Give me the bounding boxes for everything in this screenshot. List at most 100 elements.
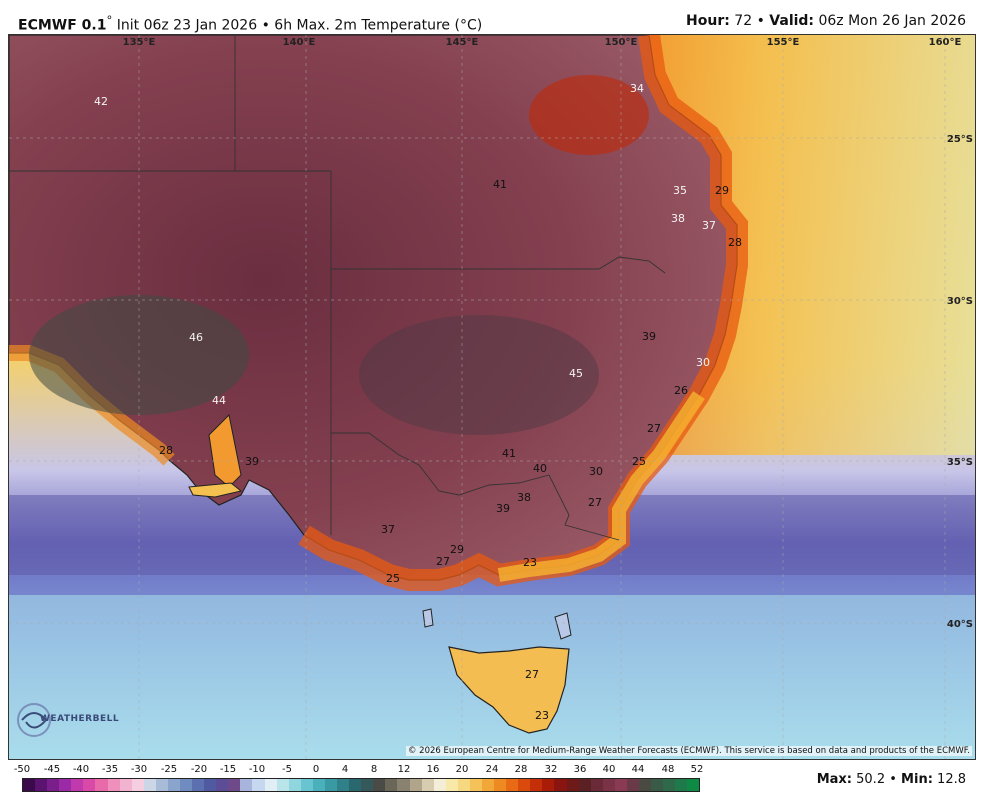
lat-label-35: 35°S — [947, 457, 973, 468]
hot-spot-qld — [529, 75, 649, 155]
temp-label: 35 — [673, 184, 687, 197]
state-borders — [9, 35, 666, 541]
colorbar-tick-label: -35 — [101, 764, 119, 775]
colorbar-tick-label: -45 — [43, 764, 61, 775]
colorbar-tick-label: 36 — [573, 764, 587, 775]
colorbar-tick-label: 12 — [397, 764, 411, 775]
temp-label: 29 — [715, 184, 729, 197]
colorbar-tick-label: 8 — [370, 764, 378, 775]
colorbar-tick-label: -50 — [13, 764, 31, 775]
temp-label: 45 — [569, 367, 583, 380]
temp-label: 38 — [517, 491, 531, 504]
lon-label-135: 135°E — [123, 37, 156, 48]
temp-label: 27 — [647, 422, 661, 435]
colorbar-tick-label: 16 — [426, 764, 440, 775]
colorbar-tick-label: 32 — [544, 764, 558, 775]
colorbar-tick-label: 48 — [661, 764, 675, 775]
colorbar-swatch — [83, 779, 96, 791]
colorbar-swatch — [240, 779, 253, 791]
hot-core-west — [29, 295, 249, 415]
colorbar-swatch — [626, 779, 639, 791]
colorbar-swatch — [119, 779, 132, 791]
colorbar-swatch — [663, 779, 676, 791]
colorbar-swatch — [312, 779, 325, 791]
temp-label: 39 — [245, 455, 259, 468]
temp-label: 38 — [671, 212, 685, 225]
colorbar-swatch — [638, 779, 652, 791]
graticule — [9, 35, 975, 759]
temp-label: 30 — [696, 356, 710, 369]
colorbar-swatch — [590, 779, 603, 791]
colorbar-swatch — [445, 779, 458, 791]
temp-label: 37 — [702, 219, 716, 232]
logo-text: WEATHERBELL — [40, 714, 120, 724]
colorbar-tick-label: 20 — [455, 764, 469, 775]
bullet-separator: • — [261, 17, 270, 34]
temp-label: 25 — [386, 572, 400, 585]
lon-label-150: 150°E — [605, 37, 638, 48]
colorbar-tick-label: 0 — [312, 764, 320, 775]
colorbar-swatch — [397, 779, 410, 791]
colorbar-swatch — [167, 779, 181, 791]
weatherbell-logo: WEATHERBELL — [14, 700, 119, 740]
temperature-map[interactable]: 135°E 140°E 145°E 150°E 155°E 160°E 25°S… — [8, 34, 976, 760]
temp-label: 40 — [533, 462, 547, 475]
valid-label: Valid: — [769, 13, 815, 29]
colorbar-swatch — [71, 779, 84, 791]
colorbar-swatch — [542, 779, 555, 791]
temp-label: 46 — [189, 331, 203, 344]
colorbar-swatch — [554, 779, 567, 791]
colorbar-swatch — [530, 779, 543, 791]
colorbar-swatch — [469, 779, 482, 791]
colorbar-swatch — [518, 779, 531, 791]
colorbar-swatch — [59, 779, 72, 791]
lat-label-25: 25°S — [947, 134, 973, 145]
hour-label: Hour: — [686, 13, 730, 29]
degree-mark: ° — [106, 13, 113, 27]
colorbar-swatch — [180, 779, 193, 791]
temp-label: 34 — [630, 82, 644, 95]
colorbar-swatch — [95, 779, 108, 791]
colorbar-swatch — [349, 779, 362, 791]
temp-label: 27 — [525, 668, 539, 681]
colorbar-swatch — [47, 779, 60, 791]
temp-label: 37 — [381, 523, 395, 536]
colorbar-swatch — [373, 779, 386, 791]
gulf-water — [208, 413, 242, 488]
lon-label-160: 160°E — [929, 37, 962, 48]
kangaroo-island — [188, 482, 243, 498]
temp-label: 42 — [94, 95, 108, 108]
colorbar-swatch — [675, 779, 688, 791]
colorbar-tick-label: -5 — [282, 764, 292, 775]
longitude-labels: 135°E 140°E 145°E 150°E 155°E 160°E — [123, 37, 962, 48]
border-qld-nsw — [331, 256, 666, 274]
temp-label: 41 — [502, 447, 516, 460]
colorbar-swatch — [276, 779, 289, 791]
colorbar-swatch — [421, 779, 434, 791]
colorbar-tick-label: -30 — [130, 764, 148, 775]
colorbar-swatch — [614, 779, 627, 791]
colorbar-swatch — [481, 779, 495, 791]
map-header: ECMWF 0.1° Init 06z 23 Jan 2026 • 6h Max… — [0, 0, 984, 34]
colorbar-tick-label: -20 — [190, 764, 208, 775]
temp-label: 29 — [450, 543, 464, 556]
king-island — [422, 608, 434, 628]
coastal-warm-fringe — [497, 391, 705, 582]
colorbar-tick-label: 24 — [485, 764, 499, 775]
colorbar-tick-label: 4 — [341, 764, 349, 775]
temp-label: 23 — [523, 556, 537, 569]
temp-label: 30 — [589, 465, 603, 478]
init-time: Init 06z 23 Jan 2026 — [116, 17, 258, 34]
temp-label: 28 — [159, 444, 173, 457]
temp-label: 27 — [588, 496, 602, 509]
temp-label: 23 — [535, 709, 549, 722]
temp-label: 26 — [674, 384, 688, 397]
model-name: ECMWF 0.1 — [18, 17, 107, 34]
temp-label: 25 — [632, 455, 646, 468]
max-value: 50.2 — [856, 772, 886, 787]
colorbar-tick-label: 44 — [631, 764, 645, 775]
bullet-separator-2: • — [756, 13, 765, 29]
colorbar-swatch — [143, 779, 156, 791]
colorbar-swatch — [264, 779, 277, 791]
border-sa-nt-qld — [9, 170, 332, 535]
